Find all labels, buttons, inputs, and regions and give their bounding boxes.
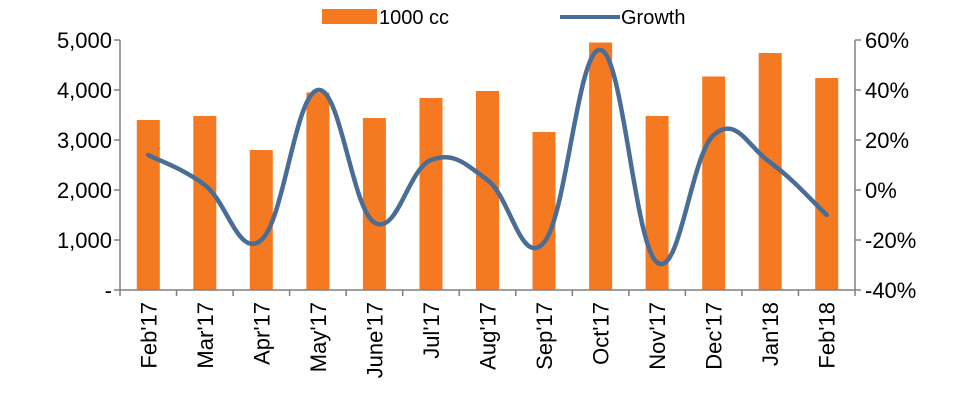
category-label: June'17 xyxy=(362,302,387,378)
bar xyxy=(249,150,273,290)
growth-line xyxy=(146,47,829,267)
left-tick-label: 1,000 xyxy=(57,228,112,253)
left-tick-label: 3,000 xyxy=(57,128,112,153)
bar xyxy=(362,118,386,290)
right-tick-label: 0% xyxy=(865,178,897,203)
bar xyxy=(589,42,613,290)
left-tick-label: 4,000 xyxy=(57,78,112,103)
bar xyxy=(815,78,839,290)
right-tick-label: 20% xyxy=(865,128,909,153)
left-tick-label: 2,000 xyxy=(57,178,112,203)
legend-label-line: Growth xyxy=(621,7,685,29)
category-label: May'17 xyxy=(306,302,331,372)
category-label: Mar'17 xyxy=(193,302,218,369)
bar xyxy=(758,53,782,290)
bar xyxy=(476,91,499,290)
line-series xyxy=(146,47,829,267)
bar xyxy=(702,76,726,290)
right-tick-label: 40% xyxy=(865,78,909,103)
right-tick-label: -40% xyxy=(865,278,916,303)
bar xyxy=(419,98,443,290)
category-label: Feb'17 xyxy=(136,302,161,369)
bar xyxy=(532,132,556,290)
category-label: Oct'17 xyxy=(589,302,614,365)
category-label: Sep'17 xyxy=(532,302,557,370)
category-label: Jul'17 xyxy=(419,302,444,359)
category-label: Aug'17 xyxy=(476,302,501,370)
legend-bar-swatch xyxy=(322,9,377,24)
right-tick-label: 60% xyxy=(865,28,909,53)
bar xyxy=(193,116,217,290)
category-label: Jan'18 xyxy=(758,302,783,366)
legend: 1000 cc Growth xyxy=(322,7,685,29)
category-label: Nov'17 xyxy=(645,302,670,370)
category-label: Apr'17 xyxy=(249,302,274,365)
bar xyxy=(136,120,160,290)
legend-label-bars: 1000 cc xyxy=(379,7,449,29)
bar xyxy=(645,116,669,290)
left-tick-label: - xyxy=(105,278,112,303)
category-label: Dec'17 xyxy=(702,302,727,370)
category-label: Feb'18 xyxy=(815,302,840,369)
axes: - 1,000 2,000 3,000 4,000 5,000 -40% -20% 0% 20% 4… xyxy=(57,28,916,378)
left-tick-label: 5,000 xyxy=(57,28,112,53)
bar xyxy=(306,92,330,290)
bar-series xyxy=(136,42,839,290)
right-tick-label: -20% xyxy=(865,228,916,253)
